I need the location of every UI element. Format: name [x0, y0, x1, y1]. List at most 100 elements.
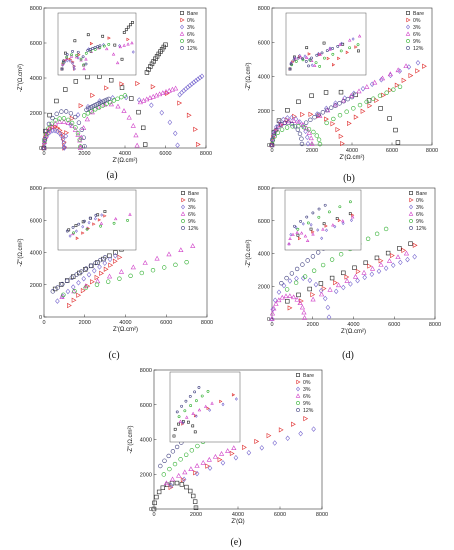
data-point: [104, 85, 109, 91]
inset-point: [307, 52, 311, 56]
data-point: [344, 109, 349, 114]
inset-point: [348, 46, 352, 50]
inset-point: [310, 63, 314, 67]
data-point: [94, 282, 100, 287]
inset-frame: [284, 189, 362, 251]
legend-label: Bare: [413, 11, 424, 17]
data-point: [107, 253, 112, 258]
data-point: [374, 255, 380, 261]
data-point: [366, 98, 372, 103]
data-point: [81, 275, 87, 282]
y-tick-label: 0: [149, 507, 152, 513]
inset-point: [91, 47, 95, 50]
data-point: [355, 277, 360, 284]
legend-label: 6%: [416, 212, 424, 218]
y-tick-label: 8000: [140, 368, 152, 374]
inset-point: [291, 232, 295, 236]
data-point: [172, 130, 178, 137]
legend-label: Bare: [416, 191, 427, 197]
data-point: [133, 132, 139, 138]
data-point: [274, 124, 279, 130]
data-point: [169, 476, 176, 482]
data-point: [320, 262, 326, 268]
data-point: [229, 450, 235, 457]
data-point: [364, 99, 369, 105]
data-point: [154, 255, 160, 261]
inset-point: [323, 203, 327, 207]
data-point: [44, 128, 49, 134]
data-point: [275, 130, 281, 135]
data-point: [415, 60, 421, 66]
inset-point: [310, 56, 313, 60]
inset-point: [98, 44, 102, 48]
inset-point: [124, 28, 128, 32]
data-point: [293, 116, 299, 122]
series-0%: [270, 63, 427, 148]
data-point: [386, 258, 393, 263]
y-tick-label: 8000: [30, 186, 42, 192]
series-Bare: [151, 480, 199, 512]
legend-label: Bare: [188, 191, 199, 197]
inset-point: [294, 60, 298, 63]
inset-point: [301, 57, 304, 61]
inset-point: [194, 414, 198, 418]
data-point: [367, 263, 373, 269]
inset-point: [71, 50, 74, 53]
inset-point: [289, 232, 293, 237]
data-point: [84, 116, 90, 122]
panel-caption: (e): [230, 537, 241, 548]
data-point: [299, 136, 304, 141]
data-point: [305, 140, 311, 147]
inset-point: [337, 56, 341, 61]
data-point: [403, 250, 410, 256]
inset-point: [303, 54, 307, 59]
data-point: [303, 125, 310, 131]
inset-point: [102, 44, 106, 48]
legend-marker: [180, 11, 184, 15]
inset-plot: [285, 12, 367, 76]
data-point: [65, 117, 71, 123]
data-point: [139, 270, 145, 276]
inset-point: [308, 58, 312, 62]
data-point: [376, 268, 382, 274]
series-12%: [41, 96, 112, 151]
series-6%: [163, 445, 237, 486]
data-point: [147, 95, 153, 100]
data-point: [333, 100, 338, 106]
inset-point: [317, 215, 321, 219]
data-point: [289, 121, 295, 127]
x-tick-label: 8000: [200, 151, 212, 157]
data-point: [395, 254, 401, 260]
data-point: [305, 258, 310, 263]
inset-point: [304, 60, 308, 63]
data-point: [41, 138, 48, 144]
data-point: [69, 123, 75, 128]
data-point: [287, 293, 293, 298]
inset-point: [173, 427, 177, 431]
data-point: [276, 124, 281, 130]
inset-point: [298, 53, 302, 58]
data-point: [102, 260, 108, 266]
legend-marker: [181, 204, 185, 210]
inset-point: [60, 67, 64, 71]
inset-point: [341, 219, 345, 223]
y-axis-label: -Z''(Ω.cm²): [18, 64, 24, 92]
legend-label: 12%: [416, 226, 427, 232]
data-point: [117, 254, 123, 260]
inset-point: [131, 50, 135, 54]
x-tick-label: 2000: [78, 151, 90, 157]
inset-point: [77, 52, 81, 57]
inset-point: [318, 64, 322, 68]
inset-point: [71, 226, 75, 229]
inset-point: [309, 227, 313, 231]
data-point: [401, 247, 407, 253]
data-point: [291, 421, 296, 427]
x-tick-label: 6000: [386, 148, 398, 154]
inset-point: [97, 218, 101, 222]
inset-point: [89, 41, 94, 46]
inset-point: [61, 63, 65, 67]
data-point: [318, 281, 324, 286]
data-point: [177, 91, 182, 98]
data-point: [217, 457, 223, 463]
data-point: [296, 292, 301, 298]
